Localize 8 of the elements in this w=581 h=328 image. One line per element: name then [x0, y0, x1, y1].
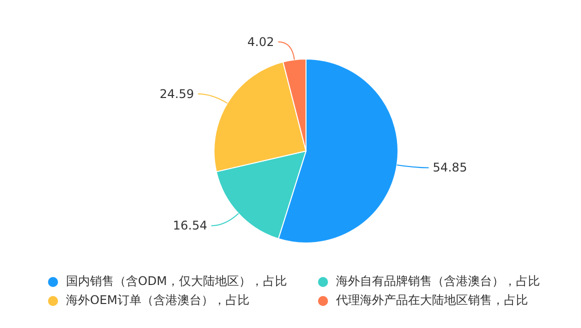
legend-label: 代理海外产品在大陆地区销售，占比	[336, 292, 528, 309]
legend-label: 国内销售（含ODM，仅大陆地区），占比	[66, 273, 288, 290]
data-label: 24.59	[160, 86, 194, 101]
data-label: 54.85	[432, 160, 468, 175]
data-label: 16.54	[172, 218, 208, 233]
legend-label: 海外自有品牌销售（含港澳台），占比	[336, 273, 540, 290]
legend-label: 海外OEM订单（含港澳台），占比	[66, 292, 250, 309]
data-label: 4.02	[247, 34, 274, 49]
